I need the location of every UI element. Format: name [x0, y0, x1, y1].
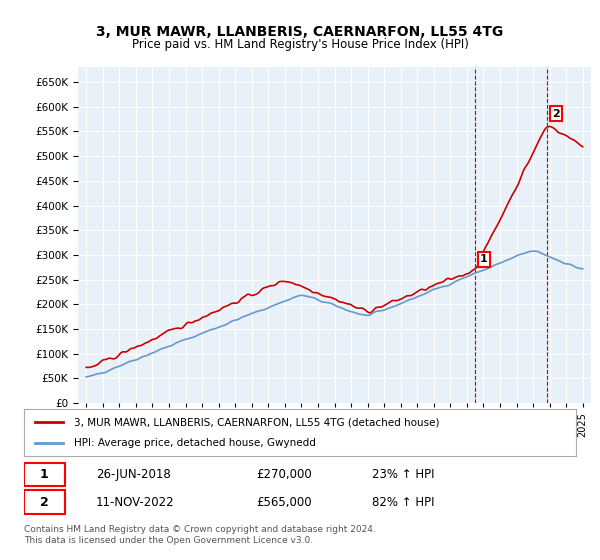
Text: 3, MUR MAWR, LLANBERIS, CAERNARFON, LL55 4TG: 3, MUR MAWR, LLANBERIS, CAERNARFON, LL55… — [97, 25, 503, 39]
FancyBboxPatch shape — [24, 463, 65, 486]
Text: 82% ↑ HPI: 82% ↑ HPI — [372, 496, 434, 508]
Text: £270,000: £270,000 — [256, 468, 311, 481]
Text: 3, MUR MAWR, LLANBERIS, CAERNARFON, LL55 4TG (detached house): 3, MUR MAWR, LLANBERIS, CAERNARFON, LL55… — [74, 417, 439, 427]
Text: Price paid vs. HM Land Registry's House Price Index (HPI): Price paid vs. HM Land Registry's House … — [131, 38, 469, 50]
Text: 2: 2 — [40, 496, 49, 508]
Text: Contains HM Land Registry data © Crown copyright and database right 2024.
This d: Contains HM Land Registry data © Crown c… — [24, 525, 376, 545]
Text: HPI: Average price, detached house, Gwynedd: HPI: Average price, detached house, Gwyn… — [74, 438, 316, 448]
FancyBboxPatch shape — [24, 491, 65, 514]
Text: 2: 2 — [552, 109, 560, 119]
Text: 23% ↑ HPI: 23% ↑ HPI — [372, 468, 434, 481]
Text: 11-NOV-2022: 11-NOV-2022 — [96, 496, 175, 508]
Text: £565,000: £565,000 — [256, 496, 311, 508]
Text: 1: 1 — [480, 254, 488, 264]
Text: 1: 1 — [40, 468, 49, 481]
Text: 26-JUN-2018: 26-JUN-2018 — [96, 468, 170, 481]
